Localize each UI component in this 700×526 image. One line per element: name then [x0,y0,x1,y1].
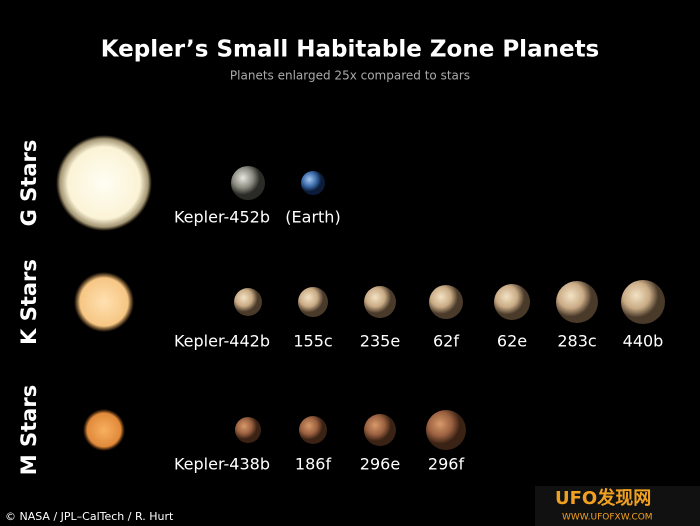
planet-label: 283c [557,332,596,351]
planet-label: 155c [293,332,332,351]
planet-label: 296e [360,455,400,474]
planet [299,416,327,444]
planet [426,410,466,450]
title: Kepler’s Small Habitable Zone Planets [101,37,600,63]
subtitle: Planets enlarged 25x compared to stars [230,69,470,83]
planet [364,414,396,446]
row-label: M Stars [17,385,41,475]
planet-label: 440b [623,332,664,351]
planet [234,288,262,316]
watermark-bg [535,486,700,526]
row-label: K Stars [17,259,41,345]
credit: © NASA / JPL–CalTech / R. Hurt [5,510,174,523]
planet-label: 62f [433,332,459,351]
row-label: G Stars [17,140,41,227]
planet-label: 235e [360,332,400,351]
planet-label: 296f [428,455,465,474]
planet [235,417,261,443]
watermark-url: WWW.UFOFXW.COM [562,513,653,523]
planet-label: 186f [295,455,332,474]
star [74,272,134,332]
planet [364,286,396,318]
planet-label: Kepler-442b [174,332,270,351]
watermark-logo: UFO发现网 [555,487,651,509]
planet [429,285,463,319]
planet-label: Kepler-452b [174,208,270,227]
planet [298,287,328,317]
star [56,135,152,231]
planet-label: (Earth) [285,208,340,227]
planet [621,280,665,324]
planet [494,284,530,320]
planet [301,171,325,195]
planet-label: Kepler-438b [174,455,270,474]
planet [556,281,598,323]
star [83,409,125,451]
planet-label: 62e [497,332,527,351]
planet [231,166,265,200]
